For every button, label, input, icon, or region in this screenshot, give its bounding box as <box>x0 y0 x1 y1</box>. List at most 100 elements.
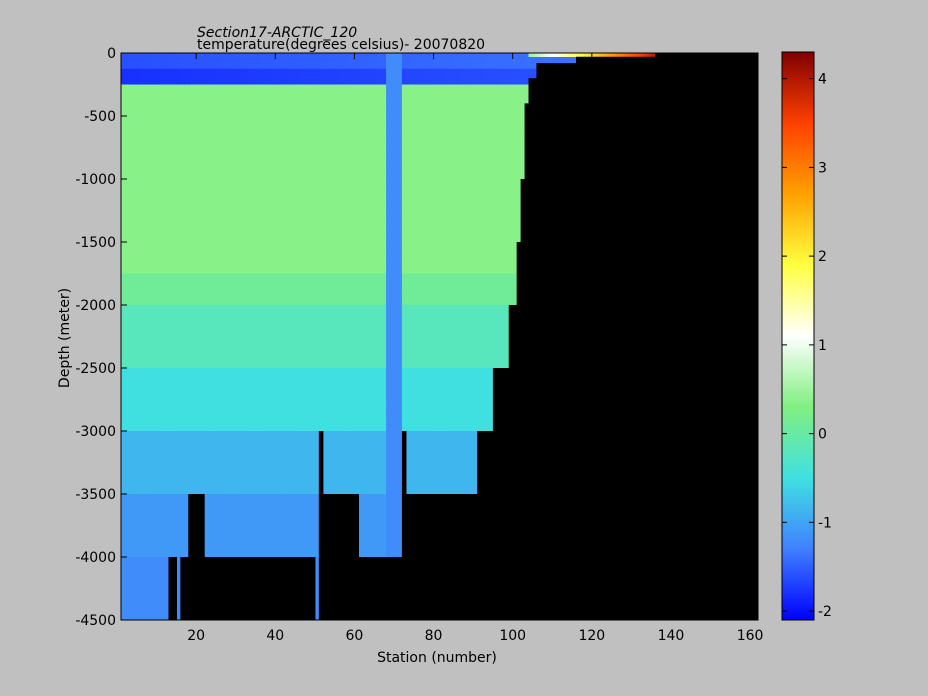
heatmap-cell <box>164 604 170 620</box>
heatmap-cell <box>306 273 312 290</box>
heatmap-cell <box>374 273 379 290</box>
heatmap-cell <box>366 494 371 511</box>
heatmap-cell <box>496 179 502 196</box>
heatmap-cell <box>231 320 237 338</box>
heatmap-cell <box>492 194 498 212</box>
heatmap-cell <box>180 509 185 527</box>
heatmap-cell <box>433 210 439 227</box>
heatmap-cell <box>425 116 431 133</box>
heatmap-cell <box>350 305 356 322</box>
heatmap-cell <box>239 415 245 432</box>
heatmap-cell <box>457 478 462 495</box>
heatmap-cell <box>409 226 415 243</box>
heatmap-cell <box>449 289 454 306</box>
heatmap-cell <box>318 399 324 416</box>
heatmap-cell <box>425 53 431 70</box>
heatmap-cell <box>184 305 189 322</box>
heatmap-cell <box>247 289 253 306</box>
heatmap-cell <box>322 462 328 479</box>
heatmap-cell <box>504 242 510 259</box>
heatmap-cell <box>251 147 257 164</box>
heatmap-cell <box>208 383 213 401</box>
heatmap-cell <box>164 100 170 117</box>
heatmap-cell <box>124 509 130 527</box>
heatmap-cell <box>164 289 170 306</box>
heatmap-cell <box>394 53 399 70</box>
heatmap-cell <box>346 431 352 448</box>
heatmap-cell <box>469 84 474 101</box>
heatmap-cell <box>168 194 174 212</box>
heatmap-cell <box>453 116 458 133</box>
heatmap-cell <box>128 399 134 416</box>
heatmap-cell <box>176 431 181 448</box>
heatmap-cell <box>227 163 233 180</box>
heatmap-cell <box>255 525 261 542</box>
heatmap-cell <box>279 368 284 385</box>
heatmap-cell <box>386 368 391 385</box>
heatmap-cell <box>287 415 292 432</box>
heatmap-cell <box>160 53 166 70</box>
heatmap-cell <box>291 352 296 369</box>
heatmap-cell <box>366 399 371 416</box>
heatmap-cell <box>204 226 209 243</box>
heatmap-cell <box>401 336 407 353</box>
heatmap-cell <box>132 289 138 306</box>
heatmap-cell <box>417 116 423 133</box>
heatmap-cell <box>227 210 233 227</box>
heatmap-cell <box>433 462 439 479</box>
heatmap-cell <box>279 131 284 149</box>
heatmap-cell <box>200 179 205 196</box>
heatmap-cell <box>204 257 209 275</box>
heatmap-cell <box>188 383 193 401</box>
heatmap-cell <box>275 383 280 401</box>
heatmap-cell <box>267 336 272 353</box>
heatmap-cell <box>121 100 126 117</box>
heatmap-cell <box>473 383 478 401</box>
heatmap-cell <box>128 210 134 227</box>
heatmap-cell <box>291 179 296 196</box>
heatmap-cell <box>520 163 526 180</box>
heatmap-cell <box>485 273 490 290</box>
heatmap-cell <box>512 116 518 133</box>
heatmap-cell <box>303 415 308 432</box>
heatmap-cell <box>239 320 245 338</box>
heatmap-cell <box>310 383 316 401</box>
heatmap-cell <box>180 399 185 416</box>
heatmap-cell <box>200 462 205 479</box>
heatmap-cell <box>461 147 466 164</box>
heatmap-cell <box>180 257 185 275</box>
heatmap-cell <box>148 588 154 605</box>
heatmap-cell <box>263 194 268 212</box>
heatmap-cell <box>299 352 304 369</box>
heatmap-cell <box>144 320 150 338</box>
heatmap-cell <box>500 100 506 117</box>
heatmap-cell <box>445 257 450 275</box>
heatmap-cell <box>500 226 506 243</box>
heatmap-cell <box>168 84 174 101</box>
heatmap-cell <box>390 399 395 416</box>
heatmap-cell <box>132 572 138 590</box>
heatmap-cell <box>334 289 340 306</box>
heatmap-cell <box>204 399 209 416</box>
heatmap-cell <box>267 273 272 290</box>
heatmap-cell <box>303 336 308 353</box>
heatmap-cell <box>342 305 348 322</box>
heatmap-cell <box>215 210 221 227</box>
heatmap-cell <box>156 604 162 620</box>
heatmap-cell <box>386 336 391 353</box>
heatmap-cell <box>172 383 177 401</box>
heatmap-cell <box>200 305 205 322</box>
heatmap-cell <box>310 494 316 511</box>
heatmap-cell <box>184 116 189 133</box>
heatmap-cell <box>124 336 130 353</box>
heatmap-cell <box>394 446 399 464</box>
heatmap-cell <box>184 399 189 416</box>
heatmap-cell <box>350 179 356 196</box>
heatmap-cell <box>350 431 356 448</box>
heatmap-cell <box>322 399 328 416</box>
heatmap-cell <box>227 305 233 322</box>
heatmap-cell <box>235 446 241 464</box>
heatmap-cell <box>271 242 276 259</box>
heatmap-cell <box>413 242 419 259</box>
heatmap-cell <box>267 84 272 101</box>
